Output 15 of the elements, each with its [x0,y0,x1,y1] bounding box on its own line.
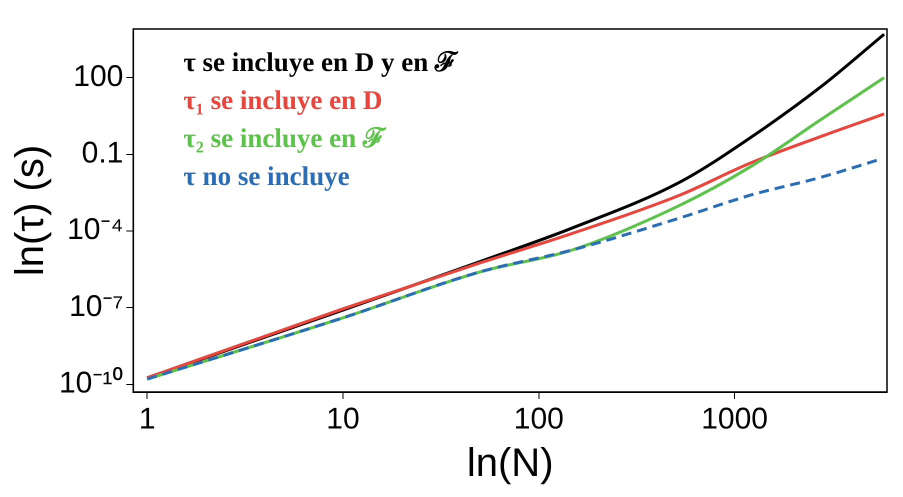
y-tick-label: 10⁻⁴ [67,213,124,246]
x-tick-label: 1 [138,402,156,436]
text: τ se incluye en D y en ℱ [183,46,460,77]
text: τ no se incluye [183,160,350,191]
y-tick-label: 0.1 [82,136,124,170]
y-tick-label: 100 [73,60,124,93]
y-tick-label: 10⁻¹⁰ [59,366,124,400]
y-tick-label: 10⁻⁷ [69,290,124,323]
text: τ₁ se incluye en D [183,84,382,115]
x-tick-label: 1000 [701,402,768,436]
x-axis-title: ln(N) [466,441,554,486]
text: τ₂ se incluye en ℱ [183,122,387,153]
x-tick-label: 10 [326,402,360,436]
x-tick-label: 100 [514,402,564,436]
y-axis-title: ln(τ) (s) [8,144,52,276]
